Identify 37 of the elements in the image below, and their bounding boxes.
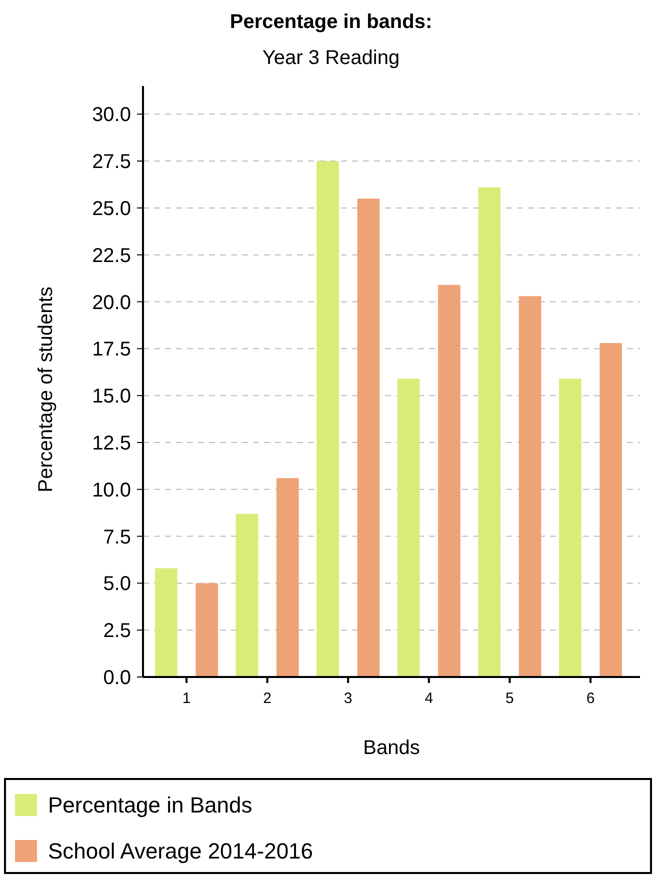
bar [155, 568, 178, 677]
y-tick-label: 7.5 [103, 526, 131, 548]
legend-label: Percentage in Bands [48, 792, 252, 818]
bar [316, 161, 339, 677]
y-tick-label: 5.0 [103, 573, 131, 596]
x-tick-label: 6 [586, 690, 595, 707]
bar [518, 296, 542, 677]
bar [478, 187, 501, 677]
x-axis-title: Bands [363, 737, 420, 759]
y-tick-label: 12.5 [92, 432, 131, 454]
legend-label: School Average 2014-2016 [48, 838, 314, 864]
y-tick-label: 20.0 [92, 292, 131, 314]
bar [397, 378, 420, 677]
y-tick-label: 2.5 [103, 620, 131, 642]
x-tick-label: 1 [182, 690, 191, 707]
y-tick-label: 25.0 [92, 198, 131, 220]
y-tick-label: 15.0 [92, 386, 131, 408]
bar [276, 478, 299, 677]
y-tick-label: 10.0 [92, 479, 131, 502]
bar [600, 343, 622, 677]
x-tick-label: 5 [506, 690, 514, 707]
y-tick-label: 27.5 [92, 151, 131, 174]
x-tick-label: 3 [344, 690, 352, 707]
x-tick-label: 4 [424, 690, 434, 707]
bar [196, 583, 218, 677]
bar [558, 378, 582, 677]
chart-subtitle: Year 3 Reading [262, 47, 400, 69]
x-tick-label: 2 [263, 690, 272, 707]
y-tick-label: 22.5 [92, 244, 131, 267]
bar [236, 514, 258, 677]
chart-title: Percentage in bands: [230, 11, 432, 33]
bar [438, 284, 460, 677]
bar [357, 198, 380, 677]
y-axis-title: Percentage of students [35, 286, 57, 492]
y-tick-label: 0.0 [103, 667, 131, 689]
y-tick-label: 30.0 [92, 104, 131, 126]
y-tick-label: 17.5 [92, 338, 131, 361]
